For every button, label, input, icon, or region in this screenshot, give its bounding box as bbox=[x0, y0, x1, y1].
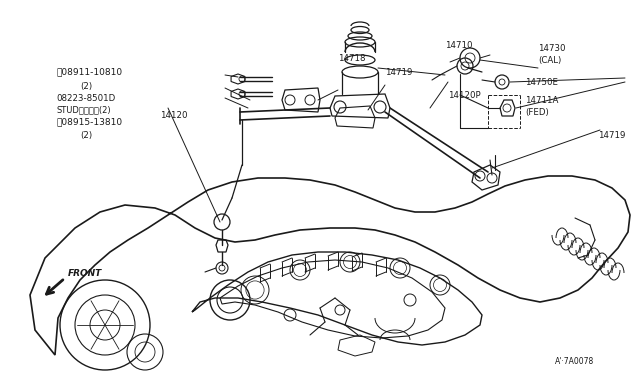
Text: 14718: 14718 bbox=[338, 54, 365, 62]
Text: (FED): (FED) bbox=[525, 108, 548, 116]
Text: 08223-8501D: 08223-8501D bbox=[56, 93, 115, 103]
Text: 14719: 14719 bbox=[385, 67, 412, 77]
Text: 14750E: 14750E bbox=[525, 77, 558, 87]
Text: 14120: 14120 bbox=[160, 110, 188, 119]
Text: 14719: 14719 bbox=[598, 131, 625, 140]
Text: 14120P: 14120P bbox=[448, 90, 481, 99]
Text: FRONT: FRONT bbox=[68, 269, 102, 279]
Text: 14711A: 14711A bbox=[525, 96, 558, 105]
Text: 14710: 14710 bbox=[445, 41, 472, 49]
Text: (2): (2) bbox=[80, 131, 92, 140]
Text: ⓝ08911-10810: ⓝ08911-10810 bbox=[56, 67, 122, 77]
Text: Ⓠ08915-13810: Ⓠ08915-13810 bbox=[56, 118, 122, 126]
Text: (CAL): (CAL) bbox=[538, 55, 561, 64]
Text: 14730: 14730 bbox=[538, 44, 566, 52]
Text: STUDスタッド(2): STUDスタッド(2) bbox=[56, 106, 111, 115]
Text: (2): (2) bbox=[80, 81, 92, 90]
Text: A'·7A0078: A'·7A0078 bbox=[555, 357, 595, 366]
